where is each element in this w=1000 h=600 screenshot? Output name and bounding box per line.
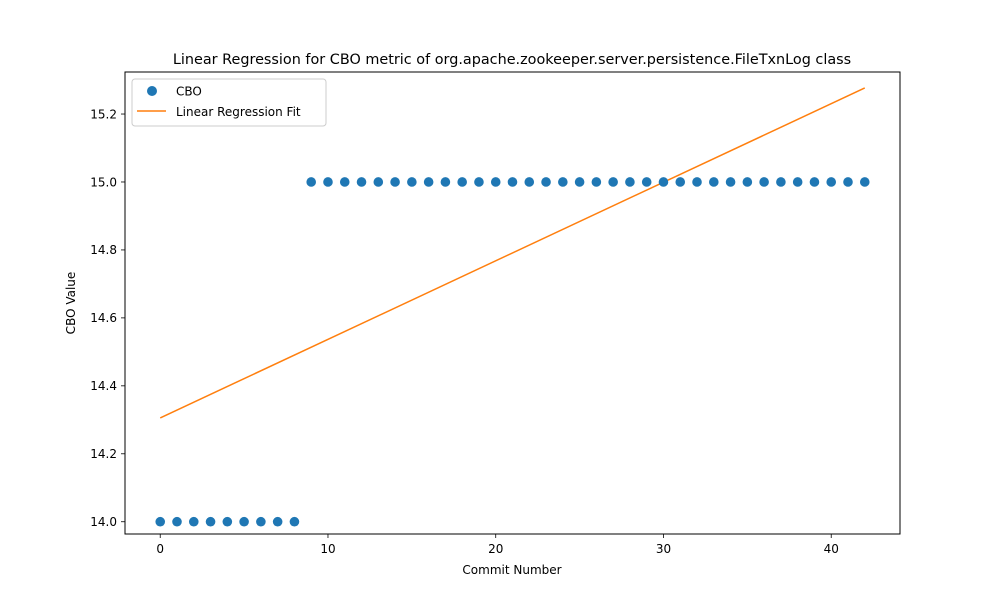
data-point-cbo <box>608 177 618 187</box>
data-point-cbo <box>289 516 300 527</box>
data-point-cbo <box>843 177 853 187</box>
axes-frame <box>124 71 901 535</box>
x-tick-label: 10 <box>320 542 335 556</box>
y-tick-label: 15.2 <box>90 107 117 121</box>
data-point-cbo <box>725 177 736 187</box>
data-point-cbo <box>574 177 585 187</box>
data-point-cbo <box>323 177 333 187</box>
data-point-cbo <box>222 516 233 527</box>
data-point-cbo <box>709 177 719 187</box>
data-point-cbo <box>859 177 870 187</box>
data-point-cbo <box>239 516 249 527</box>
y-tick-label: 15.0 <box>90 175 117 189</box>
y-tick-label: 14.4 <box>90 379 117 393</box>
regression-line <box>159 87 866 419</box>
data-point-cbo <box>625 177 635 187</box>
y-tick-label: 14.6 <box>90 311 117 325</box>
chart-title: Linear Regression for CBO metric of org.… <box>173 52 851 68</box>
legend-marker-cbo <box>147 86 157 96</box>
x-tick-label: 40 <box>824 542 839 556</box>
x-tick-label: 30 <box>656 542 671 556</box>
data-point-cbo <box>407 177 417 187</box>
data-point-cbo <box>641 177 652 187</box>
data-point-cbo <box>356 177 367 187</box>
data-point-cbo <box>591 177 602 187</box>
data-point-cbo <box>339 177 350 187</box>
legend-label-fit: Linear Regression Fit <box>176 105 301 119</box>
data-point-cbo <box>155 516 166 527</box>
data-point-cbo <box>692 177 702 187</box>
x-tick-label: 20 <box>488 542 503 556</box>
data-point-cbo <box>792 177 803 187</box>
x-axis-label: Commit Number <box>462 563 561 577</box>
data-point-cbo <box>205 516 216 527</box>
data-point-cbo <box>776 177 786 187</box>
y-tick-label: 14.2 <box>90 447 117 461</box>
data-point-cbo <box>742 177 753 187</box>
y-tick-label: 14.8 <box>90 243 117 257</box>
data-point-cbo <box>390 177 400 187</box>
data-point-cbo <box>272 516 283 527</box>
data-point-cbo <box>507 177 518 187</box>
x-tick-label: 0 <box>156 542 164 556</box>
data-point-cbo <box>658 177 669 187</box>
plot-area <box>155 87 870 527</box>
x-axis: 0 10 20 30 40 <box>156 534 839 556</box>
data-point-cbo <box>541 177 551 187</box>
data-point-cbo <box>306 177 317 187</box>
data-point-cbo <box>188 516 199 527</box>
data-point-cbo <box>256 516 266 527</box>
data-point-cbo <box>675 177 686 187</box>
data-point-cbo <box>524 177 535 187</box>
data-point-cbo <box>474 177 484 187</box>
y-axis-label: CBO Value <box>64 272 78 335</box>
data-point-cbo <box>826 177 837 187</box>
legend-label-cbo: CBO <box>176 85 202 99</box>
data-point-cbo <box>457 177 467 187</box>
data-point-cbo <box>373 177 384 187</box>
data-point-cbo <box>423 177 434 187</box>
y-tick-label: 14.0 <box>90 515 117 529</box>
data-point-cbo <box>440 177 451 187</box>
data-point-cbo <box>759 177 769 187</box>
data-point-cbo <box>809 177 820 187</box>
data-point-cbo <box>558 177 568 187</box>
data-point-cbo <box>490 177 501 187</box>
legend-box <box>131 78 327 127</box>
data-point-cbo <box>172 516 182 527</box>
y-axis: 14.0 14.2 14.4 14.6 14.8 15.0 15.2 <box>90 107 125 529</box>
legend: CBO Linear Regression Fit <box>131 78 327 127</box>
